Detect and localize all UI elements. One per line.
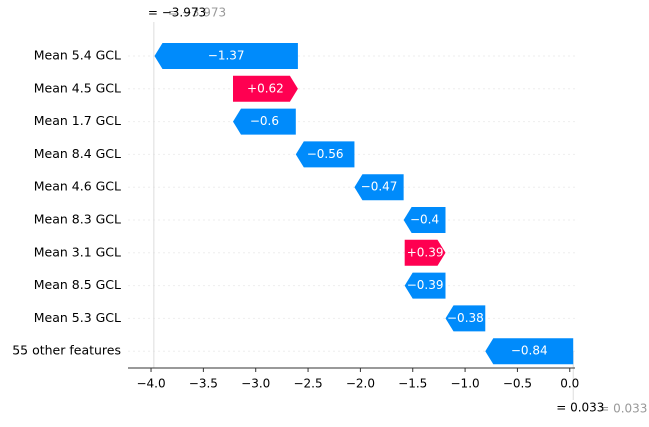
- category-label: Mean 5.4 GCL: [34, 48, 121, 63]
- value-label: +0.39: [407, 245, 444, 259]
- bar: [403, 207, 446, 233]
- x-tick-label: −2.5: [293, 377, 322, 391]
- bar: [354, 174, 404, 201]
- base-label: = 0.033: [556, 401, 604, 415]
- base-label: = 0.033: [599, 402, 647, 416]
- category-label: Mean 5.3 GCL: [34, 310, 121, 325]
- category-label: Mean 4.5 GCL: [34, 80, 121, 95]
- x-tick-label: −3.5: [189, 377, 218, 391]
- x-tick-label: 0.0: [560, 377, 579, 391]
- bar: [404, 272, 446, 299]
- category-label: Mean 1.7 GCL: [34, 113, 121, 128]
- value-label: −0.56: [307, 147, 344, 161]
- bar: [232, 108, 296, 135]
- x-tick-label: −1.0: [451, 377, 480, 391]
- value-label: −1.37: [208, 49, 245, 63]
- value-label: −0.39: [407, 278, 444, 292]
- value-label: −0.4: [410, 213, 439, 227]
- bar: [154, 43, 298, 69]
- value-label: −0.6: [250, 114, 279, 128]
- x-tick-label: −1.5: [398, 377, 427, 391]
- category-label: Mean 8.4 GCL: [34, 146, 121, 161]
- category-label: 55 other features: [12, 343, 121, 358]
- value-label: +0.62: [247, 81, 284, 95]
- category-label: Mean 3.1 GCL: [34, 244, 121, 259]
- value-label: −0.84: [511, 344, 548, 358]
- bar: [445, 305, 486, 332]
- value-label: −0.38: [447, 311, 484, 325]
- fx-label: = −3.973: [148, 6, 206, 20]
- category-label: Mean 4.6 GCL: [34, 179, 121, 194]
- x-tick-label: −3.0: [241, 377, 270, 391]
- x-tick-label: −4.0: [136, 377, 165, 391]
- x-tick-label: −2.0: [346, 377, 375, 391]
- x-tick-label: −0.5: [503, 377, 532, 391]
- bar: [485, 338, 574, 365]
- bar: [295, 141, 355, 168]
- bar: [232, 75, 298, 102]
- value-label: −0.47: [361, 180, 398, 194]
- category-label: Mean 8.3 GCL: [34, 212, 121, 227]
- bar: [404, 239, 446, 266]
- fx-label: = −3.973: [168, 6, 226, 20]
- category-label: Mean 8.5 GCL: [34, 277, 121, 292]
